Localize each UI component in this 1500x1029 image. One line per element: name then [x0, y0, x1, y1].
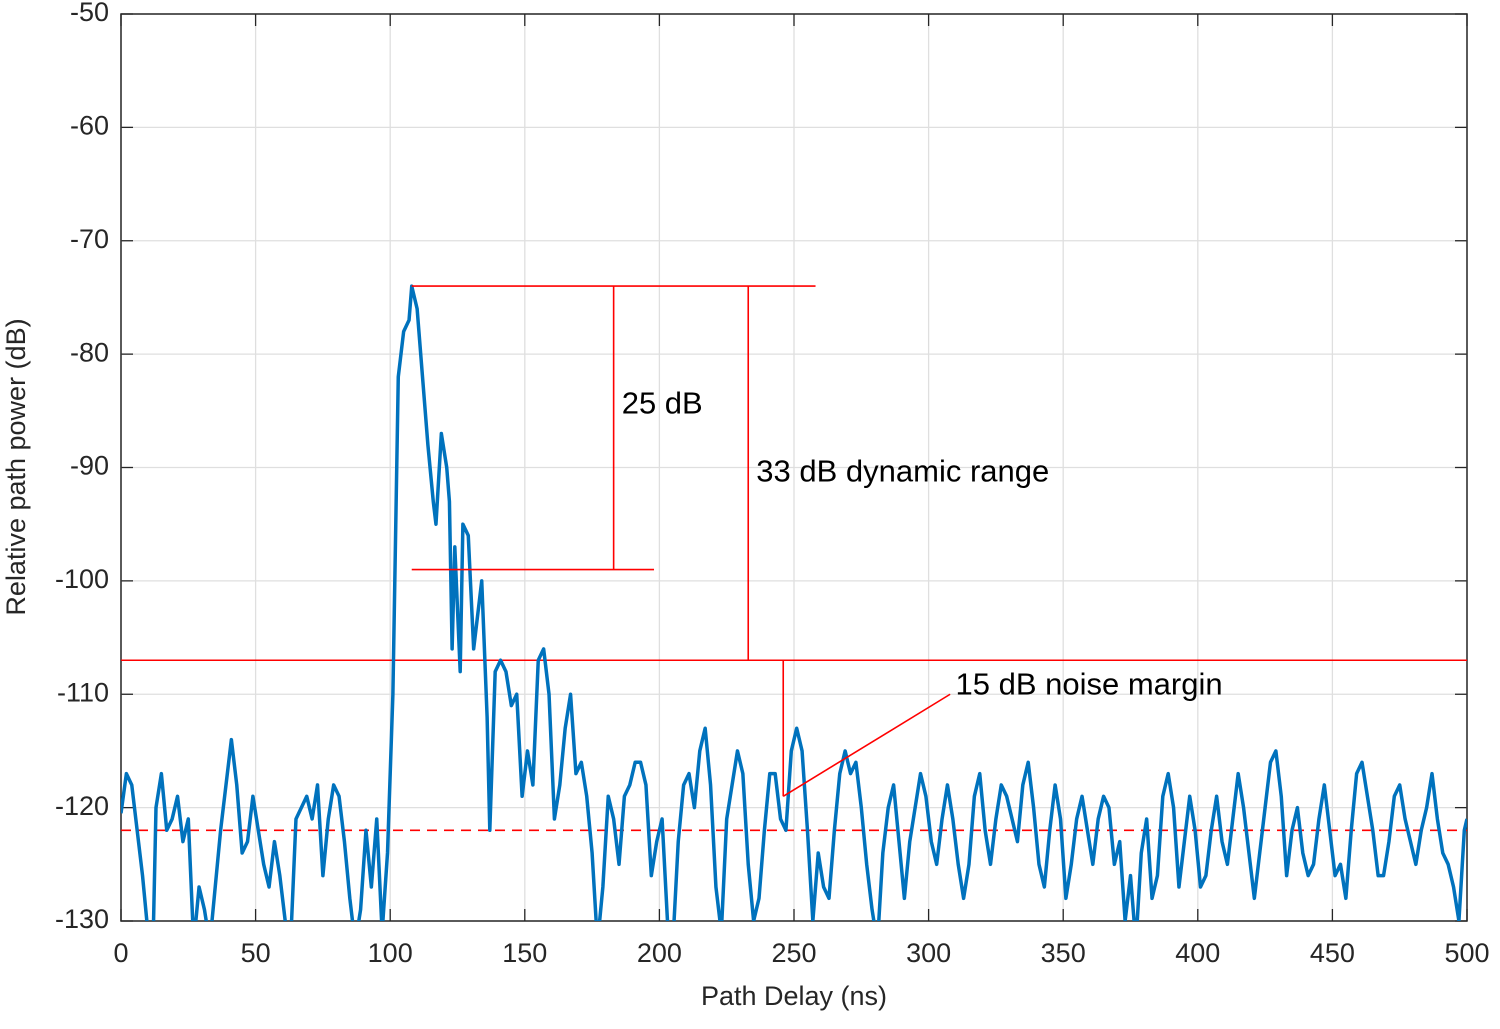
x-tick-label: 0: [113, 938, 128, 968]
y-axis-label: Relative path power (dB): [1, 318, 31, 615]
annotation-line: [782, 693, 951, 797]
annotation: 15 dB noise margin: [956, 667, 1223, 702]
x-tick-label: 400: [1175, 938, 1220, 968]
annotation: 33 dB dynamic range: [756, 453, 1049, 488]
y-tick-label: -110: [57, 677, 109, 707]
y-tick-label: -90: [70, 451, 109, 481]
y-tick-label: -120: [55, 791, 109, 821]
x-tick-label: 350: [1041, 938, 1086, 968]
annotation: 25 dB: [622, 385, 703, 420]
series-line: [121, 284, 1467, 921]
x-tick-label: 250: [771, 938, 816, 968]
y-tick-label: -50: [70, 0, 109, 27]
x-tick-label: 100: [368, 938, 413, 968]
y-tick-label: -60: [70, 111, 109, 141]
x-tick-label: 500: [1444, 938, 1489, 968]
y-tick-label: -100: [55, 564, 109, 594]
y-tick-label: -70: [70, 224, 109, 254]
x-tick-label: 450: [1310, 938, 1355, 968]
axes-box: [120, 13, 1468, 922]
x-tick-label: 50: [241, 938, 271, 968]
x-tick-label: 150: [502, 938, 547, 968]
x-axis-label: Path Delay (ns): [701, 981, 887, 1011]
plot-clip: [121, 284, 1467, 921]
x-tick-label: 300: [906, 938, 951, 968]
y-tick-label: -80: [70, 337, 109, 367]
y-tick-label: -130: [55, 904, 109, 934]
x-tick-label: 200: [637, 938, 682, 968]
